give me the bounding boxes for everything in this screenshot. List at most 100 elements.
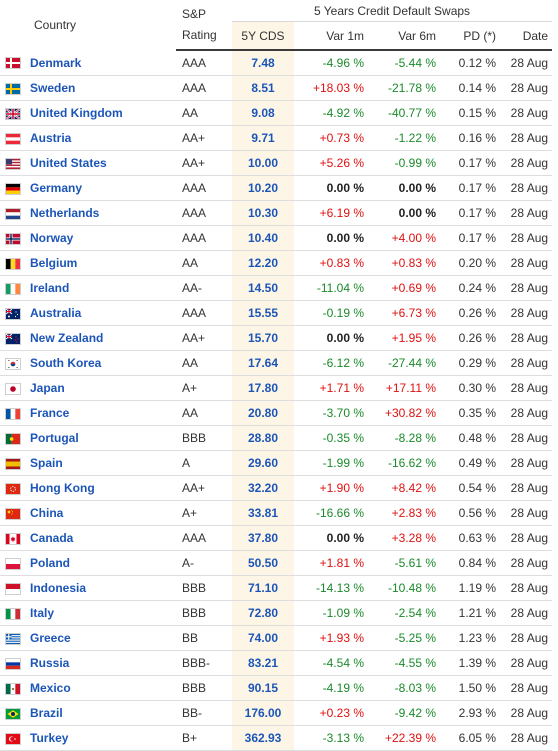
date-cell: 28 Aug — [500, 125, 553, 151]
table-row[interactable]: Denmark AAA 7.48 -4.96 % -5.44 % 0.12 % 28 Aug — [0, 50, 553, 76]
cds-value-link[interactable]: 28.80 — [232, 425, 294, 451]
flag-cell — [0, 500, 30, 526]
table-row[interactable]: Mexico BBB 90.15 -4.19 % -8.03 % 1.50 % 28 Aug — [0, 675, 553, 701]
cds-value-link[interactable]: 9.08 — [232, 100, 294, 126]
cds-value-link[interactable]: 8.51 — [232, 75, 294, 101]
cds-value-link[interactable]: 20.80 — [232, 400, 294, 426]
cds-value-link[interactable]: 71.10 — [232, 575, 294, 601]
table-row[interactable]: Australia AAA 15.55 -0.19 % +6.73 % 0.26 % 28 … — [0, 300, 553, 326]
country-link[interactable]: South Korea — [30, 350, 176, 376]
table-row[interactable]: Sweden AAA 8.51 +18.03 % -21.78 % 0.14 % 28 Au… — [0, 75, 553, 101]
cds-value-link[interactable]: 10.30 — [232, 200, 294, 226]
country-link[interactable]: Norway — [30, 225, 176, 251]
country-link[interactable]: Denmark — [30, 50, 176, 76]
country-link[interactable]: Italy — [30, 600, 176, 626]
table-row[interactable]: China A+ 33.81 -16.66 % +2.83 % 0.56 % 28 Aug — [0, 500, 553, 526]
united-kingdom-flag-icon — [5, 107, 21, 120]
table-row[interactable]: Norway AAA 10.40 0.00 % +4.00 % 0.17 % 28 Aug — [0, 225, 553, 251]
var1m-header[interactable]: Var 1m — [294, 21, 368, 51]
cds-value-link[interactable]: 83.21 — [232, 650, 294, 676]
table-row[interactable]: South Korea AA 17.64 -6.12 % -27.44 % 0.29 % 2… — [0, 350, 553, 376]
country-link[interactable]: Netherlands — [30, 200, 176, 226]
cds-value-link[interactable]: 74.00 — [232, 625, 294, 651]
cds-value-link[interactable]: 362.93 — [232, 725, 294, 751]
cds-value-link[interactable]: 10.00 — [232, 150, 294, 176]
cds-value-link[interactable]: 15.70 — [232, 325, 294, 351]
table-row[interactable]: United Kingdom AA 9.08 -4.92 % -40.77 % 0.15 … — [0, 100, 553, 126]
country-link[interactable]: Canada — [30, 525, 176, 551]
country-link[interactable]: Sweden — [30, 75, 176, 101]
country-link[interactable]: Indonesia — [30, 575, 176, 601]
table-row[interactable]: Indonesia BBB 71.10 -14.13 % -10.48 % 1.19 % 2… — [0, 575, 553, 601]
country-link[interactable]: France — [30, 400, 176, 426]
cds-value-link[interactable]: 10.40 — [232, 225, 294, 251]
pd-cell: 0.30 % — [440, 375, 500, 401]
country-link[interactable]: Mexico — [30, 675, 176, 701]
table-row[interactable]: Canada AAA 37.80 0.00 % +3.28 % 0.63 % 28 Aug — [0, 525, 553, 551]
table-row[interactable]: Portugal BBB 28.80 -0.35 % -8.28 % 0.48 % 28 A… — [0, 425, 553, 451]
cds-value-link[interactable]: 33.81 — [232, 500, 294, 526]
table-row[interactable]: Greece BB 74.00 +1.93 % -5.25 % 1.23 % 28 Aug — [0, 625, 553, 651]
country-link[interactable]: Portugal — [30, 425, 176, 451]
table-row[interactable]: Germany AAA 10.20 0.00 % 0.00 % 0.17 % 28 Aug — [0, 175, 553, 201]
table-row[interactable]: Austria AA+ 9.71 +0.73 % -1.22 % 0.16 % 28 Aug — [0, 125, 553, 151]
date-cell: 28 Aug — [500, 225, 553, 251]
country-link[interactable]: Ireland — [30, 275, 176, 301]
table-row[interactable]: Netherlands AAA 10.30 +6.19 % 0.00 % 0.17 % 28… — [0, 200, 553, 226]
sweden-flag-icon — [5, 82, 21, 95]
table-row[interactable]: Ireland AA- 14.50 -11.04 % +0.69 % 0.24 % 28 A… — [0, 275, 553, 301]
country-link[interactable]: Australia — [30, 300, 176, 326]
cds-value-link[interactable]: 12.20 — [232, 250, 294, 276]
table-row[interactable]: Hong Kong AA+ 32.20 +1.90 % +8.42 % 0.54 % 28 … — [0, 475, 553, 501]
table-row[interactable]: United States AA+ 10.00 +5.26 % -0.99 % 0.17 … — [0, 150, 553, 176]
table-row[interactable]: Brazil BB- 176.00 +0.23 % -9.42 % 2.93 % 28 Au… — [0, 700, 553, 726]
cds-value-link[interactable]: 9.71 — [232, 125, 294, 151]
cds-header[interactable]: 5Y CDS — [232, 21, 294, 51]
rating-header[interactable]: S&P Rating — [176, 0, 232, 51]
date-header[interactable]: Date — [500, 21, 553, 51]
country-link[interactable]: Germany — [30, 175, 176, 201]
country-link[interactable]: Poland — [30, 550, 176, 576]
country-link[interactable]: China — [30, 500, 176, 526]
cds-value-link[interactable]: 17.80 — [232, 375, 294, 401]
table-row[interactable]: Spain A 29.60 -1.99 % -16.62 % 0.49 % 28 Aug — [0, 450, 553, 476]
cds-value-link[interactable]: 29.60 — [232, 450, 294, 476]
flag-cell — [0, 300, 30, 326]
table-row[interactable]: Turkey B+ 362.93 -3.13 % +22.39 % 6.05 % 28 Au… — [0, 725, 553, 751]
country-link[interactable]: Turkey — [30, 725, 176, 751]
table-row[interactable]: France AA 20.80 -3.70 % +30.82 % 0.35 % 28 Aug — [0, 400, 553, 426]
country-link[interactable]: Spain — [30, 450, 176, 476]
table-row[interactable]: Japan A+ 17.80 +1.71 % +17.11 % 0.30 % 28 Aug — [0, 375, 553, 401]
cds-value-link[interactable]: 7.48 — [232, 50, 294, 76]
country-link[interactable]: Greece — [30, 625, 176, 651]
country-link[interactable]: Japan — [30, 375, 176, 401]
cds-value-link[interactable]: 15.55 — [232, 300, 294, 326]
country-link[interactable]: Hong Kong — [30, 475, 176, 501]
var6m-header[interactable]: Var 6m — [368, 21, 440, 51]
cds-value-link[interactable]: 90.15 — [232, 675, 294, 701]
cds-value-link[interactable]: 10.20 — [232, 175, 294, 201]
country-link[interactable]: New Zealand — [30, 325, 176, 351]
cds-value-link[interactable]: 176.00 — [232, 700, 294, 726]
cds-value-link[interactable]: 32.20 — [232, 475, 294, 501]
var1m-cell: +1.93 % — [294, 625, 368, 651]
cds-value-link[interactable]: 17.64 — [232, 350, 294, 376]
flag-cell — [0, 400, 30, 426]
table-row[interactable]: Russia BBB- 83.21 -4.54 % -4.55 % 1.39 % 28 Au… — [0, 650, 553, 676]
table-row[interactable]: Belgium AA 12.20 +0.83 % +0.83 % 0.20 % 28 Aug — [0, 250, 553, 276]
table-row[interactable]: New Zealand AA+ 15.70 0.00 % +1.95 % 0.26 % 28… — [0, 325, 553, 351]
cds-value-link[interactable]: 37.80 — [232, 525, 294, 551]
cds-value-link[interactable]: 72.80 — [232, 600, 294, 626]
cds-value-link[interactable]: 50.50 — [232, 550, 294, 576]
pd-header[interactable]: PD (*) — [440, 21, 500, 51]
table-row[interactable]: Italy BBB 72.80 -1.09 % -2.54 % 1.21 % 28 Aug — [0, 600, 553, 626]
cds-value-link[interactable]: 14.50 — [232, 275, 294, 301]
country-link[interactable]: Austria — [30, 125, 176, 151]
country-link[interactable]: Russia — [30, 650, 176, 676]
country-link[interactable]: United Kingdom — [30, 100, 176, 126]
country-link[interactable]: Belgium — [30, 250, 176, 276]
country-link[interactable]: United States — [30, 150, 176, 176]
country-link[interactable]: Brazil — [30, 700, 176, 726]
country-header[interactable]: Country — [34, 18, 77, 32]
table-row[interactable]: Poland A- 50.50 +1.81 % -5.61 % 0.84 % 28 Aug — [0, 550, 553, 576]
